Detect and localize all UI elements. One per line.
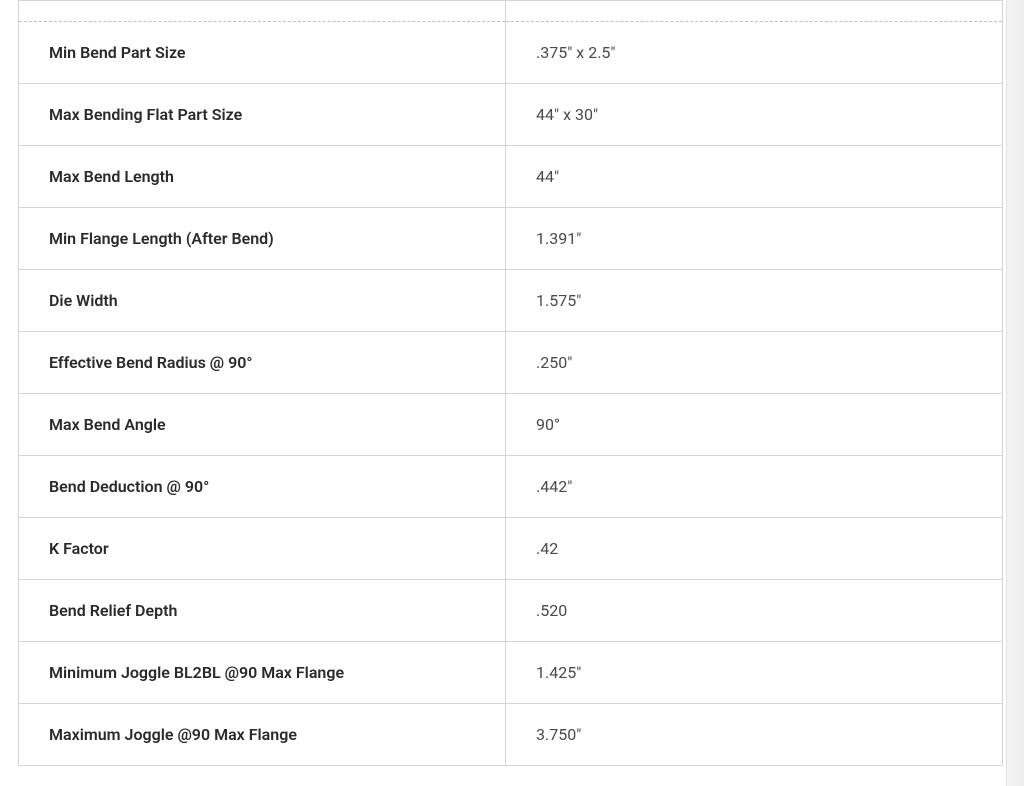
spec-label: Maximum Joggle @90 Max Flange xyxy=(19,704,506,766)
table-row: Maximum Joggle @90 Max Flange 3.750" xyxy=(19,704,1003,766)
spec-value: .375" x 2.5" xyxy=(506,22,1003,84)
spec-label: Bend Deduction @ 90° xyxy=(19,456,506,518)
spec-value: .42 xyxy=(506,518,1003,580)
spec-value: .250" xyxy=(506,332,1003,394)
table-row: Min Bend Part Size .375" x 2.5" xyxy=(19,22,1003,84)
table-row: Min Flange Length (After Bend) 1.391" xyxy=(19,208,1003,270)
table-row: Minimum Joggle BL2BL @90 Max Flange 1.42… xyxy=(19,642,1003,704)
table-row: Bend Relief Depth .520 xyxy=(19,580,1003,642)
spec-value: 1.575" xyxy=(506,270,1003,332)
right-margin-edge xyxy=(1006,0,1024,786)
spec-label: Max Bend Angle xyxy=(19,394,506,456)
table-row: Die Width 1.575" xyxy=(19,270,1003,332)
spec-value: 44" x 30" xyxy=(506,84,1003,146)
table-row: Bend Deduction @ 90° .442" xyxy=(19,456,1003,518)
spec-value: .520 xyxy=(506,580,1003,642)
spec-table: Min Bend Part Size .375" x 2.5" Max Bend… xyxy=(18,0,1003,766)
spec-value: 1.425" xyxy=(506,642,1003,704)
table-header-spacer xyxy=(19,1,1003,22)
spec-value: 44" xyxy=(506,146,1003,208)
table-row: Max Bending Flat Part Size 44" x 30" xyxy=(19,84,1003,146)
spec-label: Effective Bend Radius @ 90° xyxy=(19,332,506,394)
table-row: Max Bend Angle 90° xyxy=(19,394,1003,456)
spec-label: Max Bending Flat Part Size xyxy=(19,84,506,146)
table-row: Effective Bend Radius @ 90° .250" xyxy=(19,332,1003,394)
spec-label: Min Bend Part Size xyxy=(19,22,506,84)
table-row: Max Bend Length 44" xyxy=(19,146,1003,208)
spec-label: K Factor xyxy=(19,518,506,580)
spec-value: 3.750" xyxy=(506,704,1003,766)
spec-table-container: Min Bend Part Size .375" x 2.5" Max Bend… xyxy=(18,0,1003,766)
spec-label: Max Bend Length xyxy=(19,146,506,208)
header-spacer-right xyxy=(506,1,1003,22)
spec-table-body: Min Bend Part Size .375" x 2.5" Max Bend… xyxy=(19,1,1003,766)
spec-value: .442" xyxy=(506,456,1003,518)
spec-label: Die Width xyxy=(19,270,506,332)
table-row: K Factor .42 xyxy=(19,518,1003,580)
spec-value: 90° xyxy=(506,394,1003,456)
spec-label: Minimum Joggle BL2BL @90 Max Flange xyxy=(19,642,506,704)
spec-value: 1.391" xyxy=(506,208,1003,270)
header-spacer-left xyxy=(19,1,506,22)
spec-label: Bend Relief Depth xyxy=(19,580,506,642)
spec-label: Min Flange Length (After Bend) xyxy=(19,208,506,270)
